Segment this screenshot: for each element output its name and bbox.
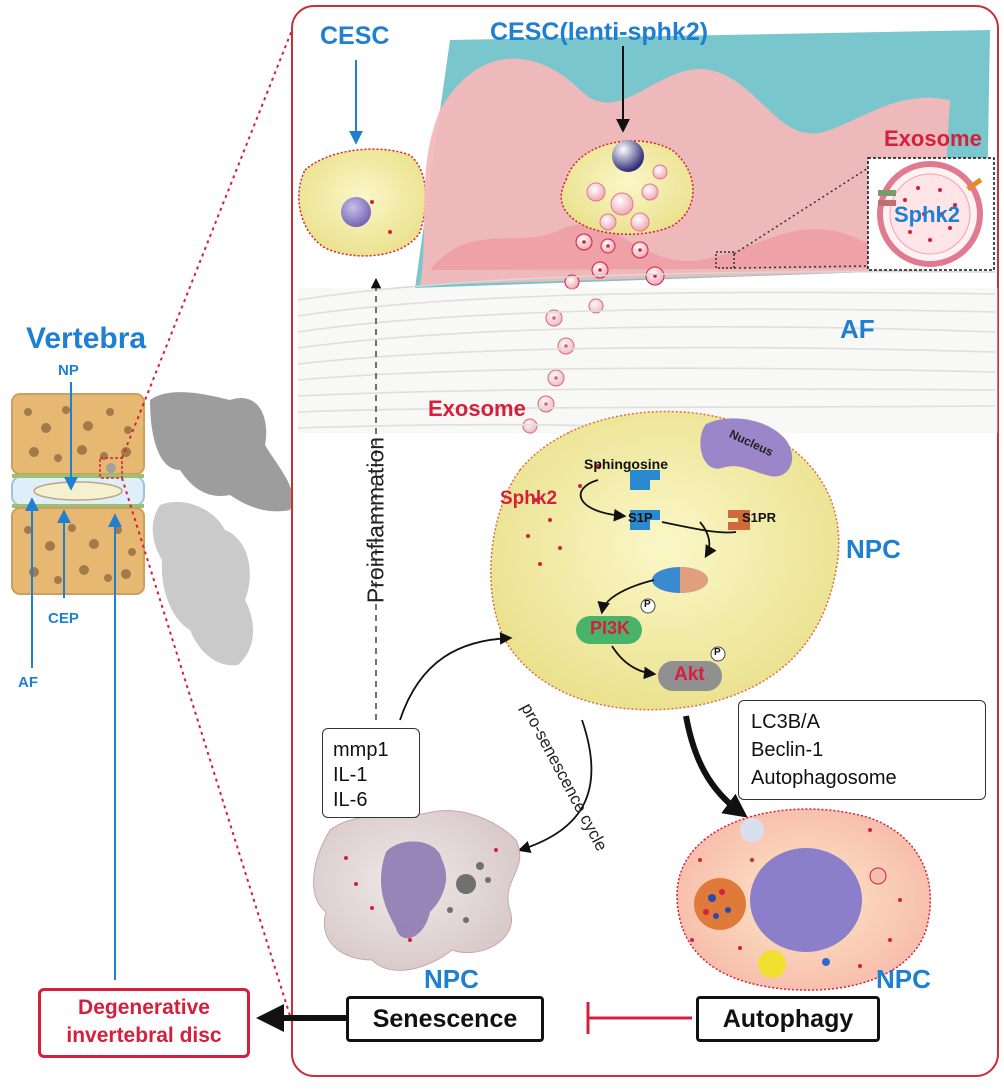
vertebra-illustration bbox=[11, 392, 293, 666]
npc-senescent-label: NPC bbox=[424, 964, 479, 994]
outcome-box: Degenerative invertebral disc bbox=[38, 988, 250, 1058]
autophagy-box: Autophagy bbox=[696, 996, 880, 1042]
af-fibers bbox=[297, 270, 996, 429]
marker-autophagosome: Autophagosome bbox=[751, 767, 897, 789]
sphingosine-label: Sphingosine bbox=[584, 456, 668, 472]
marker-il6: IL-6 bbox=[333, 789, 368, 811]
sphk2-pathway-label: Sphk2 bbox=[500, 488, 558, 509]
marker-beclin: Beclin-1 bbox=[751, 739, 824, 761]
exosome-top-label: Exosome bbox=[884, 126, 982, 151]
sphk2-inset-label: Sphk2 bbox=[894, 202, 961, 227]
senescence-box: Senescence bbox=[346, 996, 544, 1042]
np-label: NP bbox=[58, 362, 79, 379]
npc-autophagic-label: NPC bbox=[876, 964, 931, 994]
proinflammation-label: Proinflammation bbox=[362, 436, 389, 604]
s1p-label: S1P bbox=[628, 510, 653, 525]
akt-phospho: P bbox=[714, 647, 721, 658]
bottom-arrows bbox=[256, 1002, 692, 1034]
akt-label: Akt bbox=[674, 664, 705, 685]
cep-label: CEP bbox=[48, 610, 79, 627]
cesc-cell bbox=[298, 60, 427, 257]
outcome-line2: invertebral disc bbox=[66, 1024, 222, 1047]
outcome-line1: Degenerative bbox=[78, 996, 210, 1019]
marker-il1: IL-1 bbox=[333, 764, 368, 786]
anatomy-pointers bbox=[25, 382, 122, 980]
exosome-mid-label: Exosome bbox=[428, 396, 526, 421]
s1pr-label: S1PR bbox=[742, 510, 776, 525]
npc-main-cell bbox=[490, 410, 840, 711]
vertebra-title: Vertebra bbox=[26, 322, 147, 355]
af-left-label: AF bbox=[18, 674, 38, 691]
af-main-label: AF bbox=[840, 314, 875, 344]
pro-senescence-cycle bbox=[399, 632, 593, 854]
marker-lc3b: LC3B/A bbox=[751, 711, 820, 733]
cesc-lenti-label: CESC(lenti-sphk2) bbox=[490, 18, 709, 46]
npc-main-label: NPC bbox=[846, 534, 901, 564]
npc-autophagic-cell bbox=[676, 808, 932, 991]
marker-mmp1: mmp1 bbox=[333, 739, 389, 761]
af-band bbox=[298, 288, 998, 433]
autophagy-marker-box: LC3B/A Beclin-1 Autophagosome bbox=[738, 700, 986, 800]
autophagy-arrow bbox=[683, 715, 748, 818]
pi3k-phospho: P bbox=[644, 599, 651, 610]
pi3k-label: PI3K bbox=[590, 618, 631, 638]
cesc-label: CESC bbox=[320, 22, 390, 50]
npc-senescent-cell bbox=[313, 810, 521, 971]
senescence-marker-box: mmp1 IL-1 IL-6 bbox=[322, 728, 420, 818]
zoom-lines bbox=[121, 19, 297, 1036]
exosome-inset bbox=[715, 157, 995, 271]
